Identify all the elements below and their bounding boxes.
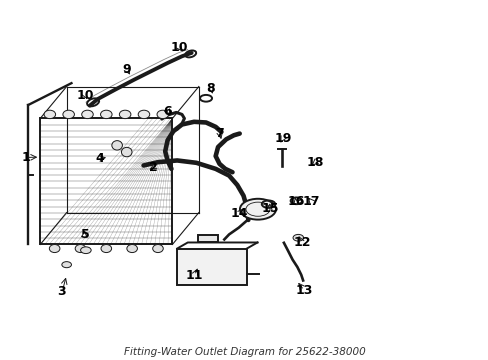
- Ellipse shape: [112, 141, 122, 150]
- Text: 12: 12: [293, 236, 310, 249]
- Ellipse shape: [138, 110, 149, 118]
- Text: Fitting-Water Outlet Diagram for 25622-38000: Fitting-Water Outlet Diagram for 25622-3…: [123, 347, 365, 357]
- Bar: [177, 248, 246, 285]
- Ellipse shape: [126, 244, 137, 253]
- Ellipse shape: [44, 110, 56, 118]
- Ellipse shape: [152, 244, 163, 253]
- Bar: [198, 235, 217, 243]
- Ellipse shape: [61, 262, 71, 268]
- Ellipse shape: [121, 147, 132, 157]
- Text: 3: 3: [58, 285, 66, 298]
- Ellipse shape: [81, 110, 93, 118]
- Text: 9: 9: [122, 63, 131, 76]
- Text: 15: 15: [261, 202, 278, 215]
- Text: 8: 8: [206, 82, 215, 95]
- Text: 7: 7: [215, 127, 224, 140]
- Text: 10: 10: [170, 41, 188, 54]
- Ellipse shape: [119, 110, 131, 118]
- Text: 2: 2: [148, 161, 157, 174]
- Text: 16: 16: [287, 195, 305, 208]
- Text: 6: 6: [163, 105, 172, 118]
- Text: 1: 1: [21, 150, 30, 163]
- Text: 5: 5: [81, 228, 89, 241]
- Text: 17: 17: [303, 195, 320, 208]
- Text: 10: 10: [76, 89, 94, 102]
- Text: 11: 11: [185, 269, 203, 282]
- Ellipse shape: [81, 247, 91, 253]
- Text: 4: 4: [95, 152, 103, 165]
- Ellipse shape: [292, 234, 303, 241]
- Text: 18: 18: [306, 156, 324, 168]
- Ellipse shape: [157, 110, 168, 118]
- Text: 13: 13: [295, 284, 313, 297]
- Bar: [40, 118, 172, 244]
- Text: 14: 14: [230, 207, 248, 220]
- Ellipse shape: [49, 244, 60, 253]
- Ellipse shape: [75, 244, 85, 253]
- Ellipse shape: [63, 110, 74, 118]
- Ellipse shape: [240, 199, 275, 220]
- Ellipse shape: [101, 244, 111, 253]
- Text: 19: 19: [274, 132, 291, 145]
- Ellipse shape: [101, 110, 112, 118]
